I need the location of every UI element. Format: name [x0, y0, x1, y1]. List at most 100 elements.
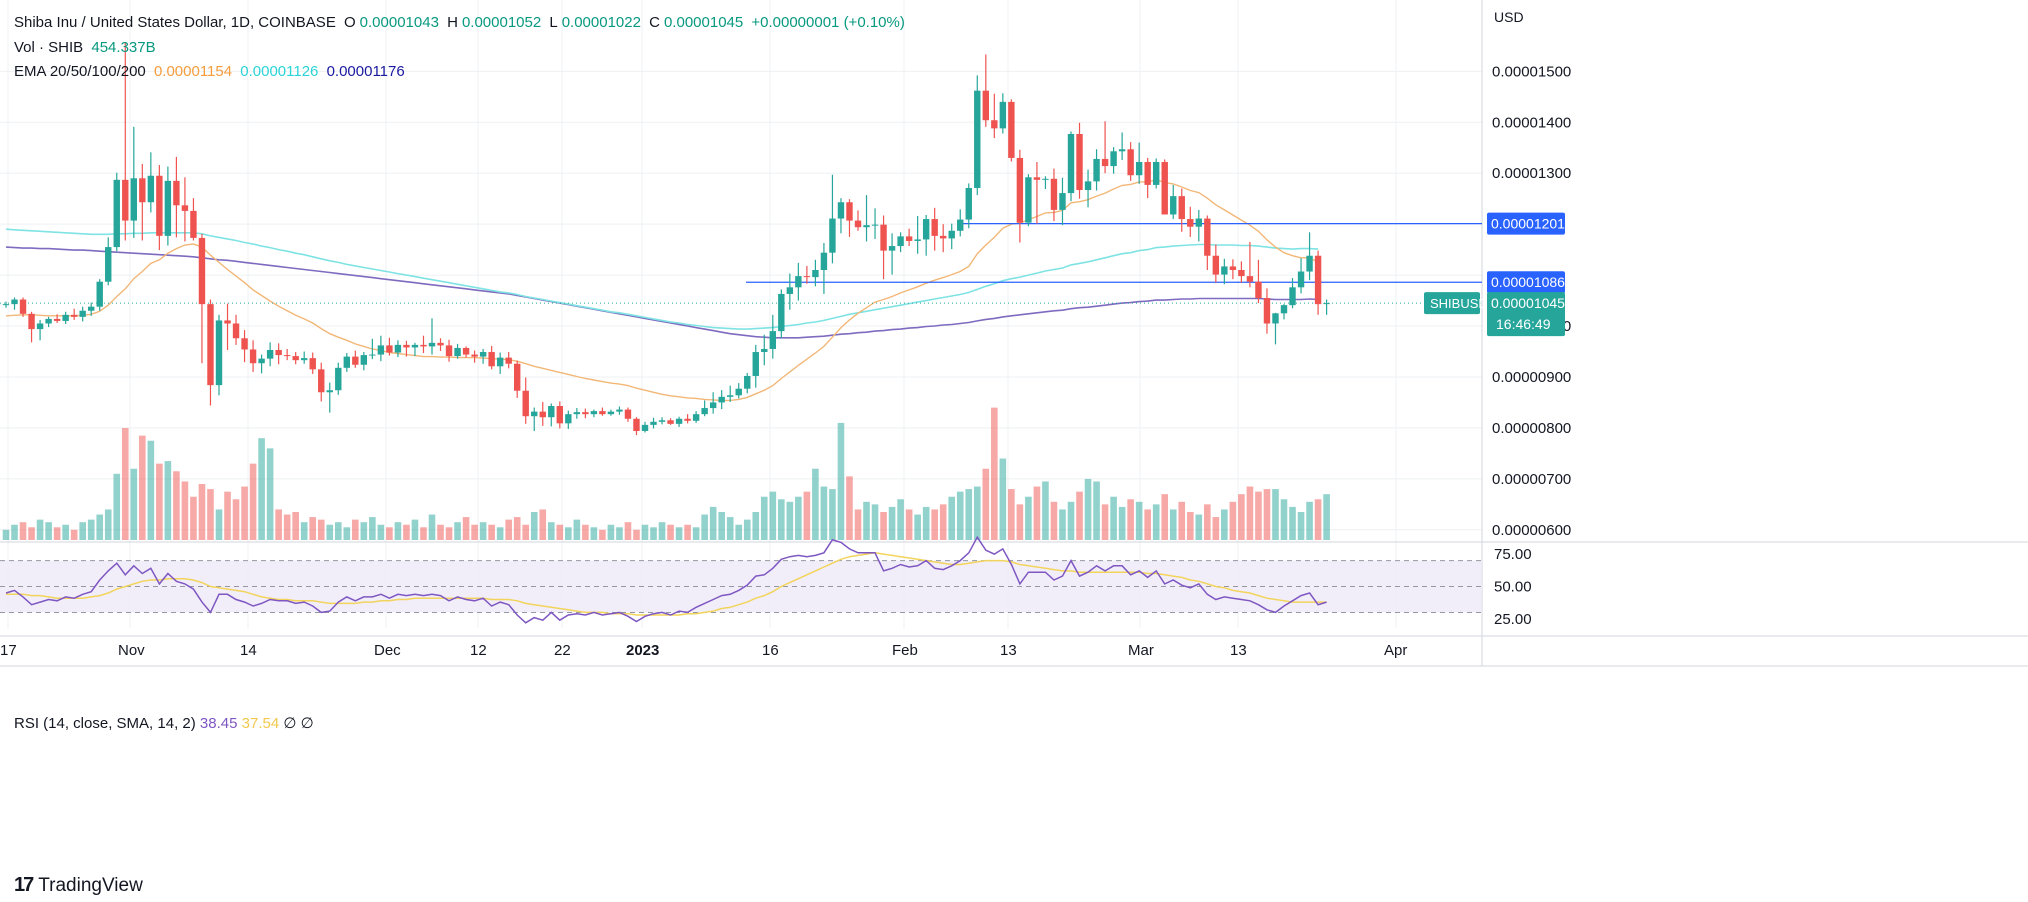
candle-body — [761, 348, 768, 353]
symbol-tag-bg — [1424, 292, 1480, 315]
volume-bar — [573, 519, 581, 540]
candle-body — [820, 252, 828, 270]
candle-body — [215, 320, 223, 386]
candle-body — [488, 352, 495, 367]
candle-body — [888, 246, 896, 251]
volume-bar — [224, 491, 231, 540]
volume-bar — [820, 486, 828, 540]
volume-bar — [829, 489, 836, 540]
volume-bar — [863, 501, 870, 540]
symbol-name[interactable]: Shiba Inu / United States Dollar, 1D, CO… — [14, 14, 336, 31]
candle-body — [1280, 305, 1288, 314]
time-axis-label: 12 — [470, 642, 487, 659]
volume-bar — [1144, 509, 1151, 540]
candle-body — [70, 314, 78, 317]
close-label: C — [649, 14, 660, 31]
time-axis-label: 13 — [1000, 642, 1017, 659]
volume-bar — [87, 519, 95, 540]
volume-bar — [769, 491, 777, 540]
candle-body — [514, 363, 521, 391]
candle-body — [207, 304, 214, 386]
volume-bar — [675, 527, 683, 540]
ema100-line — [5, 228, 1319, 330]
volume-bar — [334, 522, 342, 540]
candle-body — [156, 175, 163, 236]
volume-bar — [803, 491, 811, 540]
volume-bar — [1323, 494, 1330, 540]
time-axis-label: 14 — [240, 642, 257, 659]
candle-body — [1118, 149, 1126, 152]
candle-body — [1314, 255, 1322, 305]
candle-body — [1323, 303, 1330, 305]
volume-bar — [854, 509, 862, 540]
candle-body — [420, 344, 427, 347]
time-axis-label: 17 — [0, 642, 17, 659]
candle-body — [88, 306, 95, 311]
symbol-legend[interactable]: Shiba Inu / United States Dollar, 1D, CO… — [14, 14, 909, 31]
candle-body — [701, 408, 708, 415]
time-axis-label: Dec — [374, 642, 401, 659]
candle-body — [846, 202, 853, 221]
candle-body — [829, 218, 836, 253]
volume-bar — [846, 476, 853, 540]
volume-bar — [1212, 517, 1220, 540]
volume-bar — [241, 486, 248, 540]
ema-legend[interactable]: EMA 20/50/100/200 0.00001154 0.00001126 … — [14, 63, 409, 80]
candle-body — [428, 342, 436, 347]
candle-body — [11, 299, 18, 305]
rsi-legend[interactable]: RSI (14, close, SMA, 14, 2) 38.45 37.54 … — [14, 714, 314, 732]
volume-bar — [1110, 496, 1117, 540]
volume-bar — [215, 509, 223, 540]
volume-bar — [1204, 504, 1211, 540]
candle-body — [386, 345, 393, 353]
candle-body — [266, 349, 274, 359]
volume-bar — [156, 463, 163, 540]
volume-bar — [275, 509, 282, 540]
candle-body — [1306, 255, 1313, 272]
high-value: 0.00001052 — [461, 14, 542, 31]
candle-body — [778, 293, 785, 332]
candle-body — [616, 409, 623, 412]
volume-legend[interactable]: Vol · SHIB 454.337B — [14, 39, 160, 56]
volume-bar — [428, 514, 436, 540]
low-value: 0.00001022 — [561, 14, 641, 31]
candle-body — [991, 120, 998, 129]
candle-body — [752, 352, 759, 376]
volume-bar — [880, 512, 887, 540]
tradingview-brand[interactable]: 17 TradingView — [14, 874, 143, 897]
volume-bar — [607, 524, 615, 540]
volume-bar — [582, 524, 589, 540]
candle-body — [914, 239, 921, 241]
candle-body — [139, 178, 146, 203]
volume-bar — [113, 473, 121, 540]
volume-bar — [837, 422, 845, 540]
candle-body — [1008, 101, 1015, 158]
volume-bar — [360, 522, 368, 540]
candle-body — [190, 210, 197, 238]
candle-body — [786, 287, 794, 294]
candle-body — [675, 418, 683, 424]
volume-bar — [11, 524, 18, 540]
volume-bar — [79, 522, 86, 540]
volume-bar — [207, 489, 214, 540]
brand-name: TradingView — [38, 874, 143, 896]
volume-bar — [965, 489, 973, 540]
change-value: +0.00000001 (+0.10%) — [751, 14, 905, 31]
volume-bar — [190, 496, 197, 540]
volume-bar — [420, 527, 427, 540]
volume-bar — [2, 529, 10, 540]
candle-body — [352, 356, 359, 365]
rsi-label: RSI (14, close, SMA, 14, 2) — [14, 715, 196, 732]
candle-body — [164, 180, 172, 236]
volume-bar — [599, 529, 606, 540]
candle-body — [19, 299, 27, 314]
candle-body — [948, 230, 955, 239]
ema200-line — [5, 246, 1319, 339]
candle-body — [624, 409, 632, 419]
close-value: 0.00001045 — [663, 14, 744, 31]
volume-bar — [53, 527, 61, 540]
candle-body — [880, 224, 887, 251]
ema-label: EMA 20/50/100/200 — [14, 63, 146, 80]
